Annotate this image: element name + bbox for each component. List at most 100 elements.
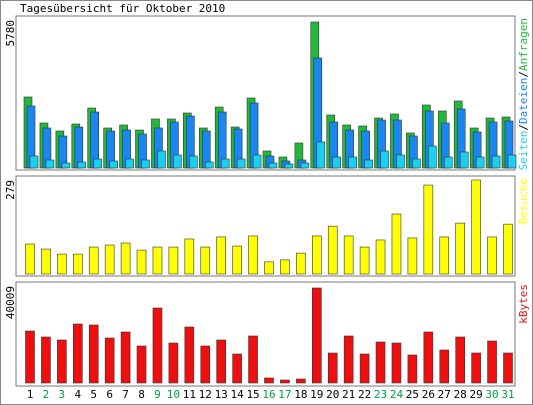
bar (104, 244, 115, 275)
y-tick-label: 279 (4, 180, 17, 200)
bar (88, 324, 99, 384)
bar (503, 223, 513, 275)
x-tick-label: 19 (310, 388, 323, 401)
bar (200, 246, 211, 275)
y-tick-label: 5780 (4, 20, 17, 47)
bar (189, 155, 198, 169)
bar (428, 145, 437, 169)
x-tick-label: 26 (422, 388, 435, 401)
bar (343, 235, 354, 275)
bar (455, 222, 466, 275)
bar (487, 236, 497, 275)
bar (359, 246, 370, 275)
bar (348, 156, 357, 169)
bar (396, 154, 405, 169)
bar (391, 342, 402, 384)
bar (88, 246, 99, 275)
x-tick-label: 16 (262, 388, 275, 401)
bar (120, 331, 131, 384)
bar (252, 154, 262, 169)
bar (364, 159, 373, 169)
bar (423, 184, 434, 275)
bar (491, 155, 501, 169)
legend-entry: Dateien (517, 78, 530, 124)
bar (471, 179, 481, 275)
x-tick-label: 22 (358, 388, 371, 401)
legend: kBytes (517, 284, 530, 324)
bar (220, 158, 230, 169)
bar (280, 379, 290, 384)
bar (507, 154, 517, 169)
bar (73, 253, 83, 275)
bar (120, 242, 131, 275)
bar (73, 323, 83, 384)
bar (375, 239, 386, 275)
x-tick-label: 1 (27, 388, 34, 401)
bar (268, 162, 278, 169)
x-tick-label: 7 (122, 388, 129, 401)
bar (216, 339, 226, 384)
bar (232, 245, 242, 275)
bar (264, 377, 274, 384)
bar (264, 261, 274, 275)
bar (61, 162, 71, 169)
x-tick-label: 25 (406, 388, 419, 401)
bar (93, 158, 103, 169)
bar (248, 335, 258, 384)
bar (125, 158, 134, 169)
bar (332, 156, 342, 169)
bar (141, 159, 150, 169)
legend-separator: / (517, 71, 530, 78)
bar (327, 352, 338, 384)
bar (359, 353, 370, 384)
legend-entry: Besuche (517, 178, 530, 224)
x-tick-label: 11 (183, 388, 196, 401)
bar (375, 341, 386, 384)
x-tick-label: 28 (454, 388, 467, 401)
bar (487, 340, 497, 384)
x-tick-label: 23 (374, 388, 387, 401)
x-tick-label: 24 (390, 388, 404, 401)
bar (423, 331, 434, 384)
bar (412, 158, 421, 169)
bar (41, 248, 51, 275)
x-tick-label: 18 (294, 388, 307, 401)
bar (157, 150, 166, 169)
bar (459, 151, 469, 169)
bar (300, 162, 310, 169)
bar (311, 287, 322, 384)
legend: Besuche (517, 178, 530, 224)
legend-entry: kBytes (517, 284, 530, 324)
bar (248, 235, 258, 275)
x-tick-label: 30 (485, 388, 498, 401)
bar (391, 213, 402, 275)
legend-separator: / (517, 124, 530, 131)
bar (236, 158, 246, 169)
bar (204, 161, 214, 169)
bar (439, 236, 450, 275)
bar (455, 336, 466, 384)
chart-title: Tagesübersicht für Oktober 2010 (20, 2, 225, 15)
x-tick-label: 6 (106, 388, 113, 401)
bar (439, 349, 450, 384)
bar (443, 156, 453, 169)
bar (184, 326, 195, 384)
bar (104, 337, 115, 384)
bar (168, 342, 179, 384)
bar (316, 141, 326, 169)
bar (232, 353, 242, 384)
x-tick-label: 17 (278, 388, 291, 401)
x-tick-label: 20 (326, 388, 339, 401)
bar (380, 150, 389, 169)
x-tick-label: 21 (342, 388, 355, 401)
x-tick-label: 8 (138, 388, 145, 401)
bar (284, 163, 294, 169)
x-tick-label: 27 (438, 388, 451, 401)
bar (45, 159, 55, 169)
bar (475, 156, 485, 169)
x-tick-label: 3 (59, 388, 66, 401)
bar (152, 307, 163, 384)
bar (136, 249, 147, 275)
